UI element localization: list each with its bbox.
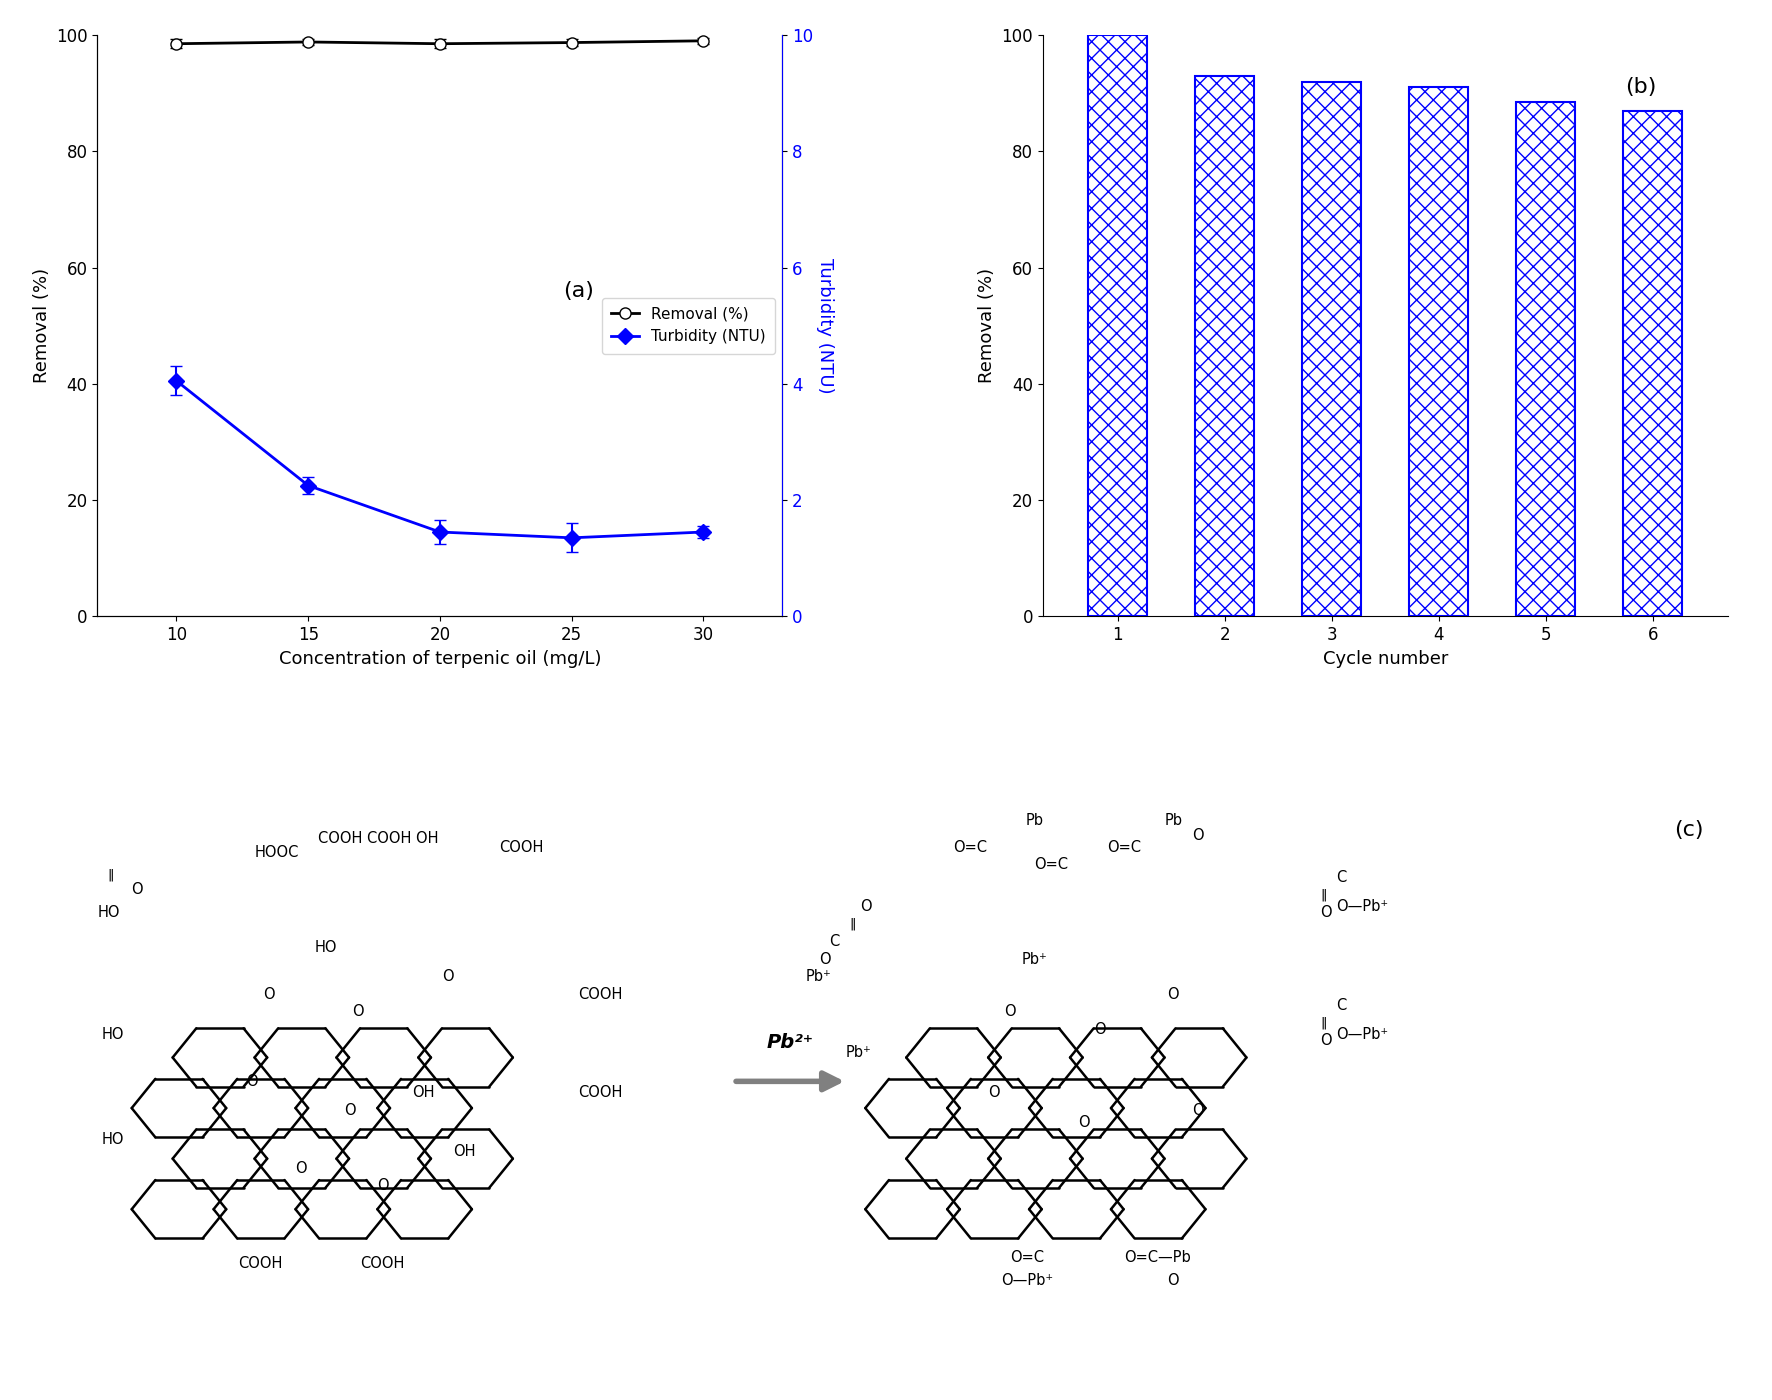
Text: O: O	[296, 1161, 307, 1176]
Text: O: O	[1168, 987, 1178, 1001]
Text: Pb⁺: Pb⁺	[804, 969, 831, 984]
Text: Pb⁺: Pb⁺	[1022, 952, 1047, 967]
Text: O=C: O=C	[953, 840, 987, 854]
Text: HO: HO	[97, 906, 120, 920]
Text: HO: HO	[101, 1133, 124, 1147]
Bar	[1088, 35, 1146, 616]
Text: (c): (c)	[1675, 820, 1703, 840]
Text: O: O	[819, 952, 831, 967]
Text: O: O	[1168, 1273, 1178, 1288]
Text: C: C	[1336, 998, 1347, 1014]
Bar	[1196, 76, 1255, 616]
Text: Pb²⁺: Pb²⁺	[767, 1033, 813, 1053]
Text: O: O	[1193, 827, 1203, 843]
Text: O: O	[262, 987, 275, 1001]
Text: (a): (a)	[563, 280, 594, 301]
Text: COOH: COOH	[500, 840, 544, 854]
Text: O: O	[1193, 1103, 1203, 1119]
Text: ‖: ‖	[1320, 1016, 1327, 1030]
X-axis label: Cycle number: Cycle number	[1322, 650, 1448, 668]
Bar	[1302, 81, 1361, 616]
Text: O: O	[1320, 906, 1333, 920]
Text: O: O	[989, 1085, 999, 1100]
Bar	[1517, 102, 1575, 616]
Text: O=C: O=C	[1108, 840, 1141, 854]
Text: O—Pb⁺: O—Pb⁺	[1336, 899, 1389, 914]
Text: Pb: Pb	[1164, 813, 1182, 829]
Text: O: O	[1095, 1022, 1106, 1036]
Legend: Removal (%), Turbidity (NTU): Removal (%), Turbidity (NTU)	[602, 298, 774, 354]
Text: O—Pb⁺: O—Pb⁺	[1001, 1273, 1053, 1288]
Text: OH: OH	[413, 1085, 434, 1100]
Text: O: O	[131, 882, 142, 897]
Text: HO: HO	[314, 941, 337, 955]
Text: COOH: COOH	[578, 1085, 622, 1100]
Y-axis label: Turbidity (NTU): Turbidity (NTU)	[817, 258, 835, 393]
Text: HO: HO	[101, 1028, 124, 1043]
Text: ‖: ‖	[1320, 889, 1327, 902]
Text: COOH COOH OH: COOH COOH OH	[319, 832, 439, 846]
Text: C: C	[1336, 871, 1347, 885]
Text: OH: OH	[454, 1144, 475, 1159]
Text: O=C—Pb: O=C—Pb	[1123, 1250, 1191, 1266]
Text: C: C	[829, 934, 840, 949]
Text: O: O	[443, 969, 454, 984]
Text: Pb: Pb	[1026, 813, 1044, 829]
Text: O: O	[353, 1004, 363, 1019]
Text: O=C: O=C	[1010, 1250, 1044, 1266]
Text: O—Pb⁺: O—Pb⁺	[1336, 1028, 1389, 1043]
Text: ‖: ‖	[849, 918, 856, 931]
Bar	[1623, 111, 1682, 616]
Text: Pb⁺: Pb⁺	[845, 1044, 872, 1060]
X-axis label: Concentration of terpenic oil (mg/L): Concentration of terpenic oil (mg/L)	[278, 650, 601, 668]
Text: COOH: COOH	[237, 1256, 284, 1271]
Text: COOH: COOH	[360, 1256, 406, 1271]
Text: O: O	[859, 899, 872, 914]
Text: O: O	[1005, 1004, 1015, 1019]
Text: O=C: O=C	[1035, 857, 1069, 872]
Text: O: O	[344, 1103, 356, 1119]
Text: ‖: ‖	[106, 868, 113, 882]
Text: O: O	[377, 1179, 388, 1193]
Text: HOOC: HOOC	[255, 846, 299, 861]
Y-axis label: Removal (%): Removal (%)	[32, 267, 51, 384]
Text: O: O	[1077, 1114, 1090, 1130]
Y-axis label: Removal (%): Removal (%)	[978, 267, 996, 384]
Text: COOH: COOH	[578, 987, 622, 1001]
Text: O: O	[1320, 1033, 1333, 1049]
Text: (b): (b)	[1625, 77, 1657, 97]
Text: O: O	[246, 1074, 259, 1089]
Bar	[1409, 87, 1469, 616]
